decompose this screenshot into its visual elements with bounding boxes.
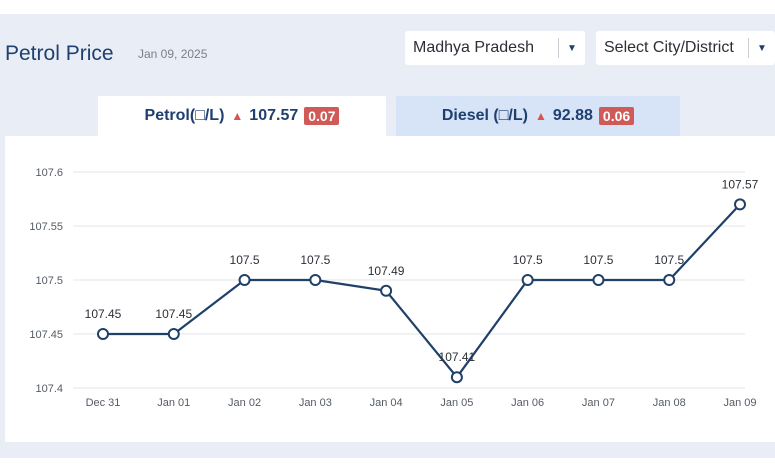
x-tick-label: Dec 31 [86, 397, 121, 409]
data-point [380, 284, 393, 297]
data-point [167, 328, 180, 340]
tab-petrol[interactable]: Petrol(□/L) ▲ 107.57 0.07 [98, 96, 386, 136]
data-point [97, 328, 109, 340]
select-divider [748, 38, 749, 58]
data-point [663, 274, 676, 286]
x-tick-label: Jan 08 [653, 397, 686, 409]
up-arrow-icon: ▲ [231, 109, 244, 123]
y-tick-label: 107.6 [35, 167, 63, 179]
city-select-value: Select City/District [604, 39, 734, 56]
data-point [521, 274, 534, 286]
series-line [103, 203, 741, 379]
x-tick-label: Jan 03 [299, 397, 332, 409]
x-tick-label: Jan 01 [157, 397, 190, 409]
tab-diesel-label: Diesel (□/L) [441, 107, 528, 124]
data-point [734, 198, 746, 211]
data-label: 107.5 [513, 253, 543, 267]
top-strip [0, 0, 775, 14]
x-tick-label: Jan 05 [440, 397, 473, 409]
x-tick-label: Jan 06 [511, 397, 544, 409]
data-label: 107.5 [654, 253, 684, 267]
data-label: 107.5 [230, 253, 260, 267]
data-label: 107.45 [155, 307, 192, 321]
x-tick-label: Jan 09 [723, 397, 756, 409]
y-tick-label: 107.5 [35, 275, 63, 287]
state-select[interactable]: Madhya Pradesh ▼ [405, 31, 585, 65]
tab-petrol-price: 107.57 [249, 107, 299, 124]
data-point [238, 274, 251, 286]
bottom-strip [0, 458, 775, 465]
y-tick-label: 107.4 [35, 383, 63, 395]
y-tick-label: 107.55 [29, 221, 63, 233]
data-label: 107.57 [722, 177, 759, 191]
up-arrow-icon: ▲ [534, 109, 547, 123]
x-tick-label: Jan 07 [582, 397, 615, 409]
select-divider [558, 38, 559, 58]
data-label: 107.5 [583, 253, 613, 267]
city-select[interactable]: Select City/District ▼ [596, 31, 775, 65]
tab-diesel[interactable]: Diesel (□/L) ▲ 92.88 0.06 [396, 96, 680, 136]
x-tick-label: Jan 02 [228, 397, 261, 409]
data-label: 107.49 [368, 264, 405, 278]
y-tick-label: 107.45 [29, 329, 63, 341]
chevron-down-icon[interactable]: ▼ [567, 42, 577, 54]
tab-petrol-label: Petrol(□/L) [144, 107, 225, 124]
data-label: 107.41 [439, 350, 476, 364]
price-chart: 107.4 107.45 107.5 107.55 107.6 Dec 31 Jan 01 J… [29, 167, 759, 409]
data-point [450, 371, 463, 384]
x-tick-label: Jan 04 [370, 397, 403, 409]
page-title: Petrol Price [5, 42, 114, 65]
tab-diesel-change-badge: 0.06 [598, 107, 635, 125]
data-point [592, 274, 605, 286]
chart-panel: 107.4 107.45 107.5 107.55 107.6 Dec 31 Jan 01 J… [5, 136, 775, 442]
page-date: Jan 09, 2025 [138, 47, 208, 61]
state-select-value: Madhya Pradesh [413, 39, 534, 56]
chevron-down-icon[interactable]: ▼ [757, 42, 767, 54]
data-point [309, 274, 322, 286]
data-label: 107.45 [85, 307, 122, 321]
tab-diesel-price: 92.88 [552, 107, 593, 124]
tab-petrol-change-badge: 0.07 [304, 107, 340, 125]
data-label: 107.5 [300, 253, 330, 267]
